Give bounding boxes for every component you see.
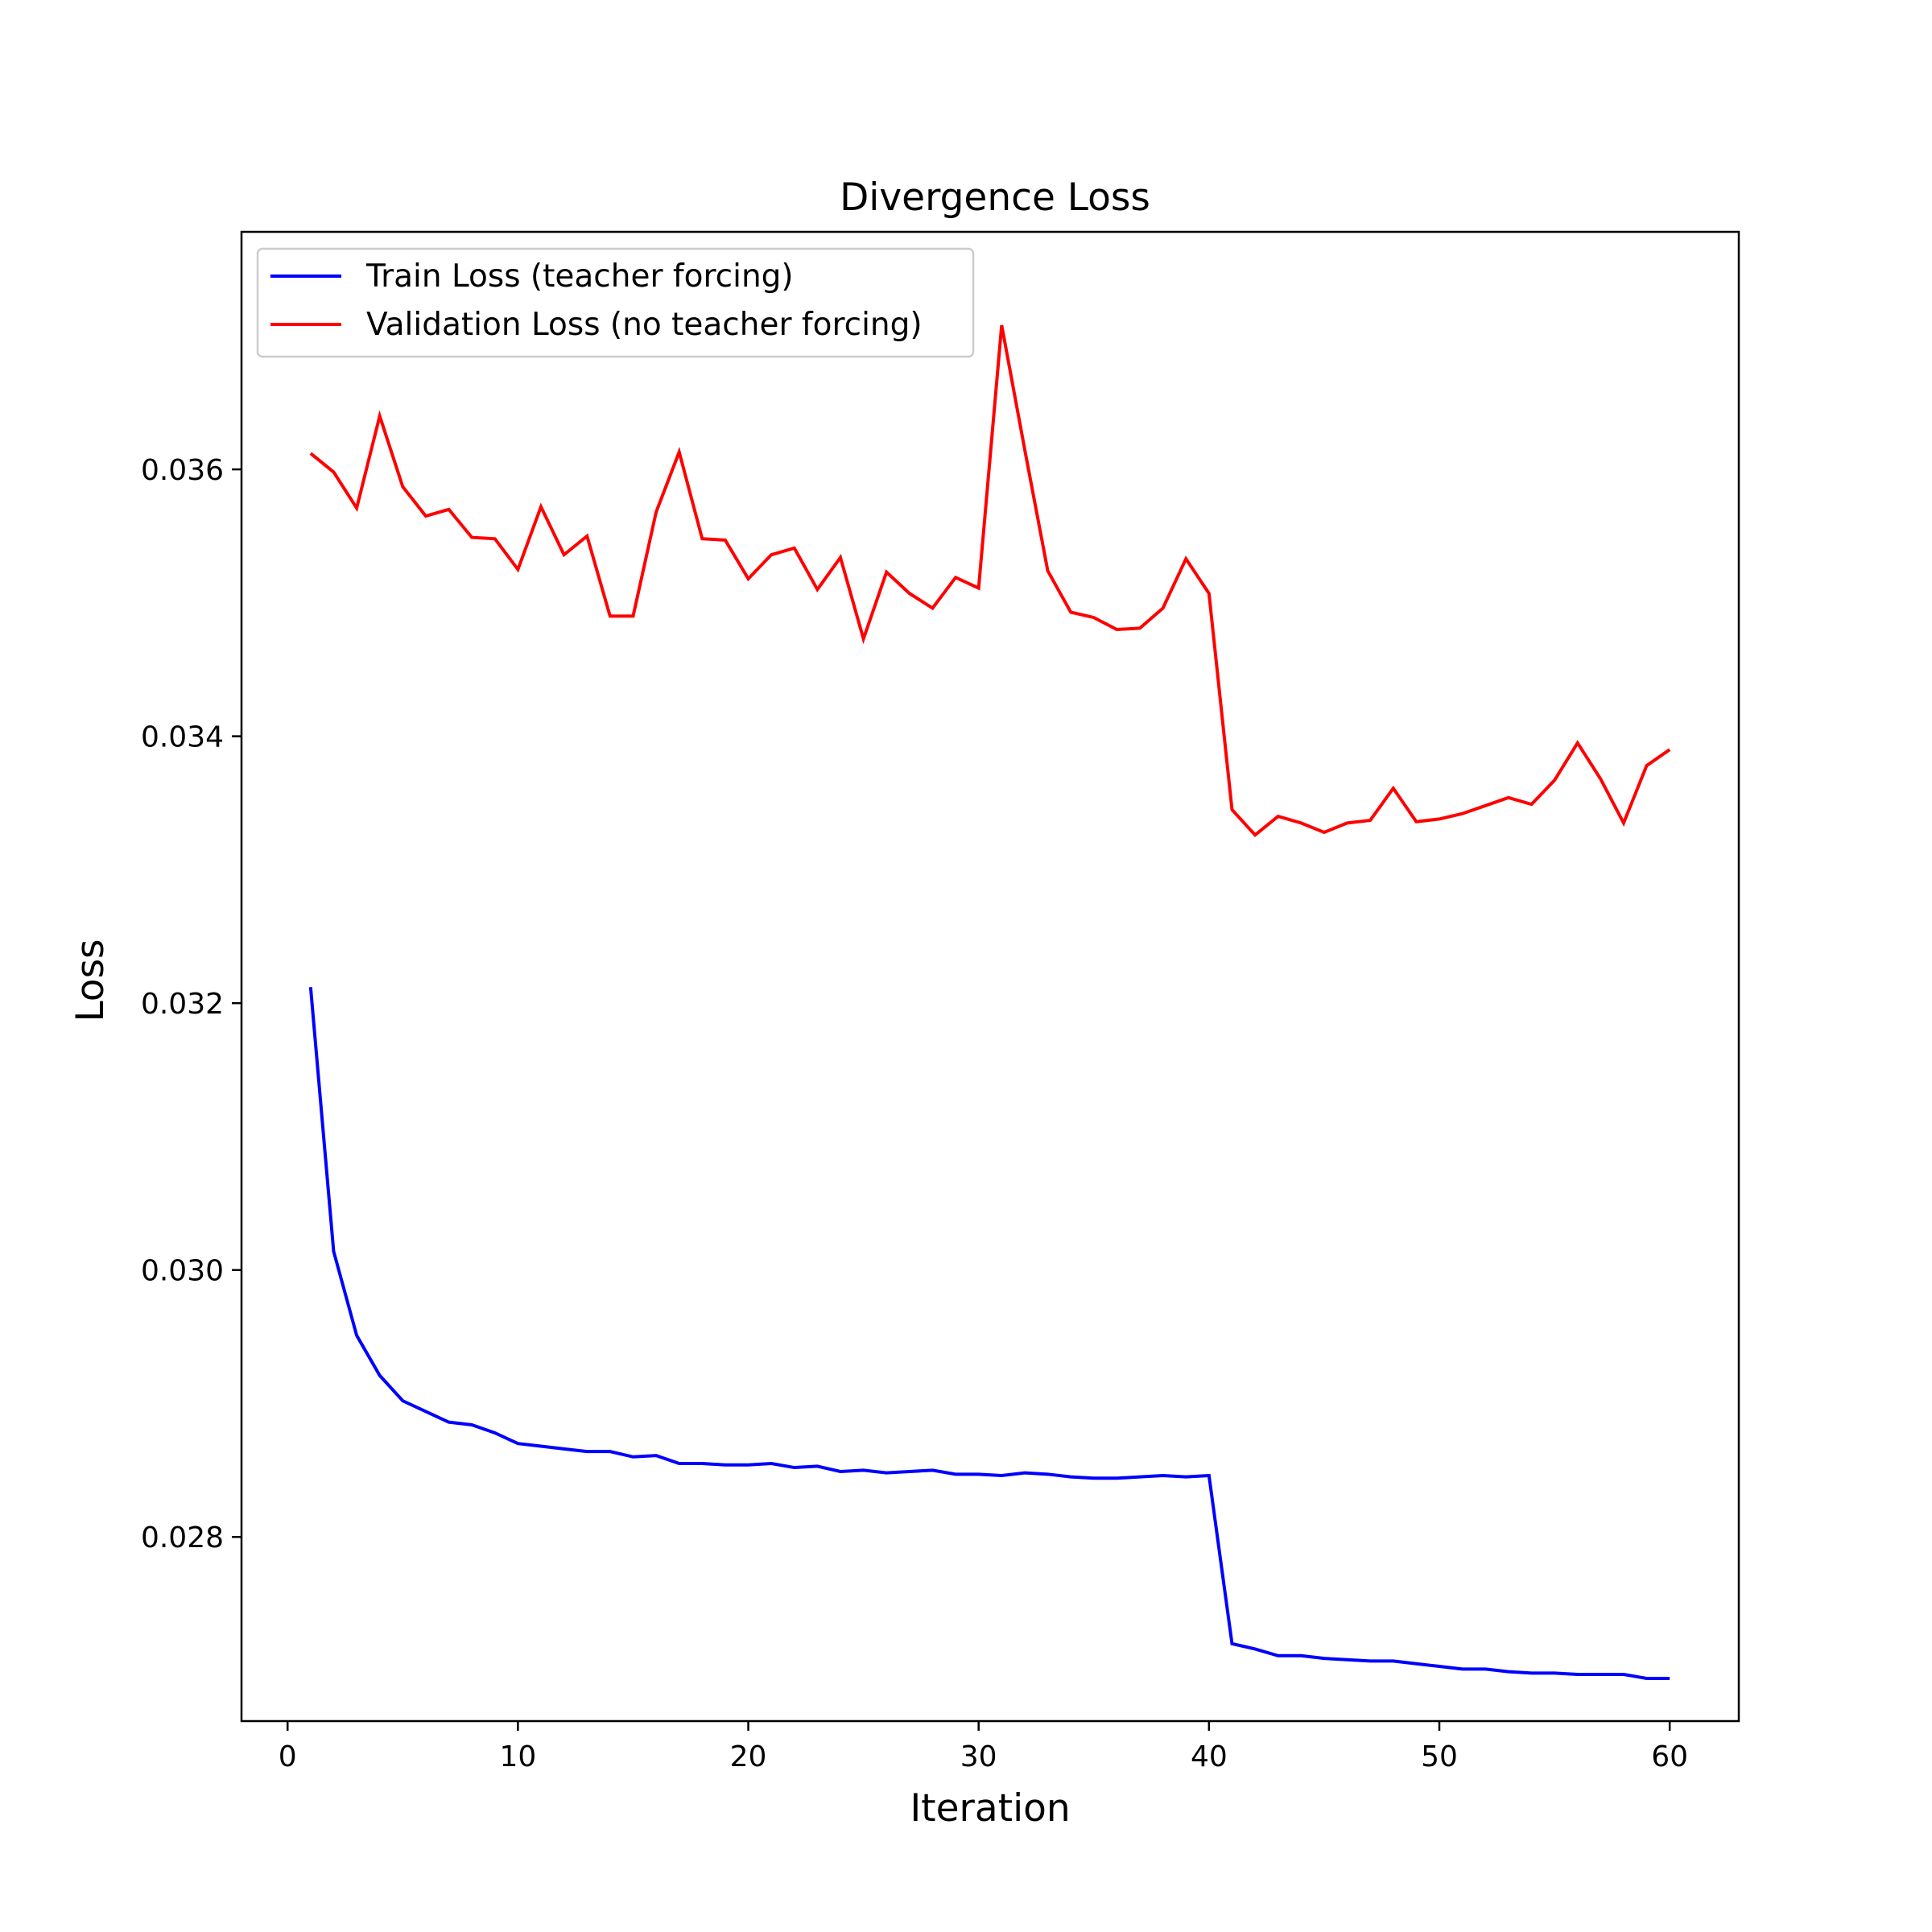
x-tick-label: 30 bbox=[960, 1740, 997, 1773]
chart-title: Divergence Loss bbox=[840, 175, 1150, 220]
x-tick-label: 40 bbox=[1191, 1740, 1228, 1773]
x-tick-label: 50 bbox=[1421, 1740, 1458, 1773]
x-tick-label: 10 bbox=[499, 1740, 536, 1773]
y-axis-label: Loss bbox=[68, 939, 113, 1022]
y-tick-label: 0.034 bbox=[141, 721, 224, 754]
x-axis: 0 10 20 30 40 50 60 bbox=[279, 1721, 1688, 1773]
y-tick-label: 0.030 bbox=[141, 1255, 224, 1288]
legend: Train Loss (teacher forcing) Validation … bbox=[256, 247, 975, 358]
x-tick-label: 0 bbox=[279, 1740, 297, 1773]
x-tick-label: 60 bbox=[1651, 1740, 1688, 1773]
y-tick-label: 0.028 bbox=[141, 1521, 224, 1554]
legend-box bbox=[256, 247, 975, 358]
train-loss-line bbox=[308, 987, 1670, 1680]
validation-loss-line bbox=[309, 324, 1671, 838]
legend-label-train: Train Loss (teacher forcing) bbox=[365, 258, 794, 295]
y-tick-label: 0.036 bbox=[141, 454, 224, 487]
y-axis: 0.028 0.030 0.032 0.034 0.036 bbox=[141, 454, 242, 1554]
x-axis-label: Iteration bbox=[910, 1786, 1070, 1831]
y-tick-label: 0.032 bbox=[141, 988, 224, 1021]
legend-label-validation: Validation Loss (no teacher forcing) bbox=[366, 307, 923, 343]
plot-area bbox=[308, 324, 1671, 1680]
plot-frame bbox=[240, 230, 1740, 1723]
x-tick-label: 20 bbox=[730, 1740, 767, 1773]
